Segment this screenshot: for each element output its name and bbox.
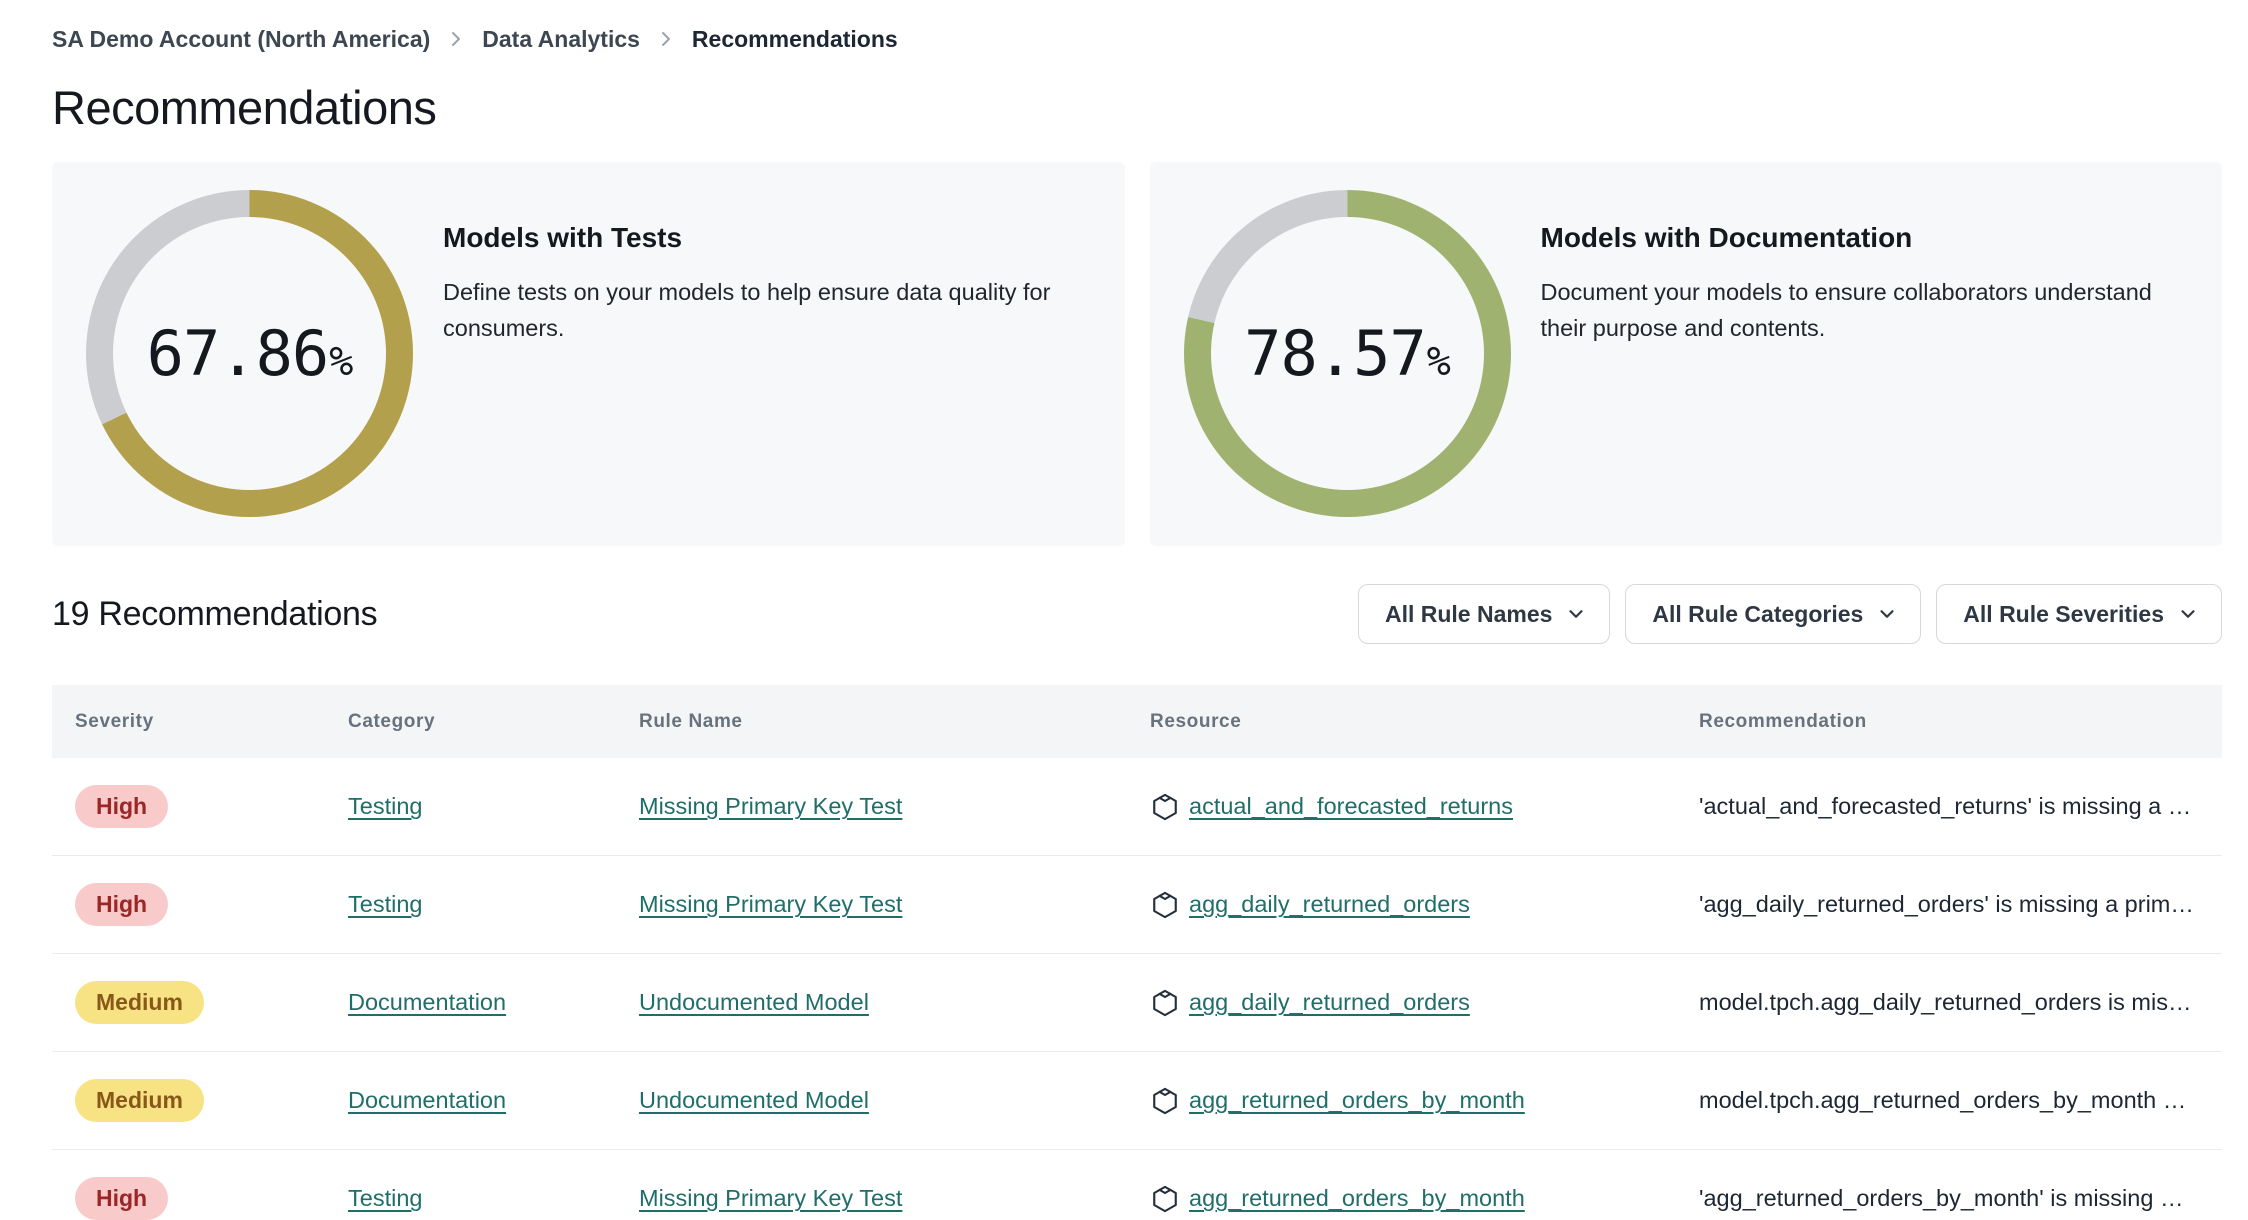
chevron-right-icon	[658, 27, 674, 51]
severity-badge: Medium	[75, 981, 204, 1024]
rule-name-link[interactable]: Missing Primary Key Test	[639, 793, 903, 819]
breadcrumb: SA Demo Account (North America) Data Ana…	[52, 22, 2222, 56]
model-cube-icon	[1150, 890, 1180, 920]
tests-donut-chart: 67.86%	[86, 190, 413, 517]
table-header: Severity Category Rule Name Resource Rec…	[52, 685, 2222, 758]
model-cube-icon	[1150, 792, 1180, 822]
resource-link[interactable]: actual_and_forecasted_returns	[1189, 793, 1513, 819]
models-with-documentation-card: 78.57% Models with Documentation Documen…	[1149, 162, 2222, 546]
chevron-down-icon	[1565, 603, 1587, 625]
breadcrumb-current: Recommendations	[691, 25, 898, 52]
column-header-severity: Severity	[75, 710, 154, 732]
severity-badge: Medium	[75, 1079, 204, 1122]
table-row: High Testing Missing Primary Key Test ag…	[52, 856, 2222, 954]
card-description: Document your models to ensure collabora…	[1540, 279, 2152, 342]
rule-name-link[interactable]: Missing Primary Key Test	[639, 1185, 903, 1211]
category-link[interactable]: Documentation	[348, 1087, 507, 1113]
recommendations-table: Severity Category Rule Name Resource Rec…	[52, 685, 2222, 1220]
table-row: Medium Documentation Undocumented Model …	[52, 1052, 2222, 1150]
summary-cards: 67.86% Models with Tests Define tests on…	[52, 162, 2222, 546]
card-title: Models with Tests	[443, 222, 683, 253]
severity-badge: High	[75, 883, 169, 926]
tests-percentage: 67.86%	[146, 317, 354, 390]
model-cube-icon	[1150, 988, 1180, 1018]
resource-link[interactable]: agg_daily_returned_orders	[1189, 891, 1470, 917]
severity-badge: High	[75, 785, 169, 828]
column-header-rule-name: Rule Name	[639, 710, 743, 732]
category-link[interactable]: Documentation	[348, 989, 507, 1015]
column-header-category: Category	[348, 710, 436, 732]
model-cube-icon	[1150, 1184, 1180, 1214]
resource-link[interactable]: agg_returned_orders_by_month	[1189, 1185, 1525, 1211]
resource-link[interactable]: agg_daily_returned_orders	[1189, 989, 1470, 1015]
page-title: Recommendations	[52, 81, 437, 134]
breadcrumb-account-link[interactable]: SA Demo Account (North America)	[52, 25, 431, 52]
rule-name-link[interactable]: Undocumented Model	[639, 1087, 869, 1113]
rule-names-filter-dropdown[interactable]: All Rule Names	[1357, 584, 1611, 644]
category-link[interactable]: Testing	[348, 891, 423, 917]
card-description: Define tests on your models to help ensu…	[443, 279, 1051, 342]
table-body: High Testing Missing Primary Key Test ac…	[52, 758, 2222, 1220]
table-row: High Testing Missing Primary Key Test ac…	[52, 758, 2222, 856]
recommendations-count: 19 Recommendations	[52, 594, 378, 633]
documentation-donut-chart: 78.57%	[1183, 190, 1511, 517]
list-header: 19 Recommendations All Rule Names All Ru…	[52, 584, 2222, 644]
documentation-percentage: 78.57%	[1244, 317, 1451, 390]
category-link[interactable]: Testing	[348, 793, 423, 819]
column-header-resource: Resource	[1150, 710, 1242, 732]
model-cube-icon	[1150, 1086, 1180, 1116]
column-header-recommendation: Recommendation	[1699, 710, 1867, 732]
category-link[interactable]: Testing	[348, 1185, 423, 1211]
recommendation-text: 'agg_daily_returned_orders' is missing a…	[1699, 891, 2194, 917]
rule-name-link[interactable]: Missing Primary Key Test	[639, 891, 903, 917]
recommendation-text: 'actual_and_forecasted_returns' is missi…	[1699, 793, 2192, 819]
rule-severities-filter-dropdown[interactable]: All Rule Severities	[1936, 584, 2222, 644]
rule-name-link[interactable]: Undocumented Model	[639, 989, 869, 1015]
chevron-down-icon	[1876, 603, 1898, 625]
chevron-down-icon	[2177, 603, 2199, 625]
table-row: Medium Documentation Undocumented Model …	[52, 954, 2222, 1052]
recommendation-text: model.tpch.agg_daily_returned_orders is …	[1699, 989, 2192, 1015]
recommendation-text: 'agg_returned_orders_by_month' is missin…	[1699, 1185, 2184, 1211]
recommendation-text: model.tpch.agg_returned_orders_by_month …	[1699, 1087, 2187, 1113]
chevron-right-icon	[448, 27, 464, 51]
severity-badge: High	[75, 1177, 169, 1220]
filter-bar: All Rule Names All Rule Categories All R…	[1357, 584, 2222, 644]
breadcrumb-project-link[interactable]: Data Analytics	[482, 25, 640, 52]
card-title: Models with Documentation	[1540, 222, 1913, 253]
rule-categories-filter-dropdown[interactable]: All Rule Categories	[1625, 584, 1922, 644]
resource-link[interactable]: agg_returned_orders_by_month	[1189, 1087, 1525, 1113]
models-with-tests-card: 67.86% Models with Tests Define tests on…	[52, 162, 1125, 546]
table-row: High Testing Missing Primary Key Test ag…	[52, 1150, 2222, 1220]
